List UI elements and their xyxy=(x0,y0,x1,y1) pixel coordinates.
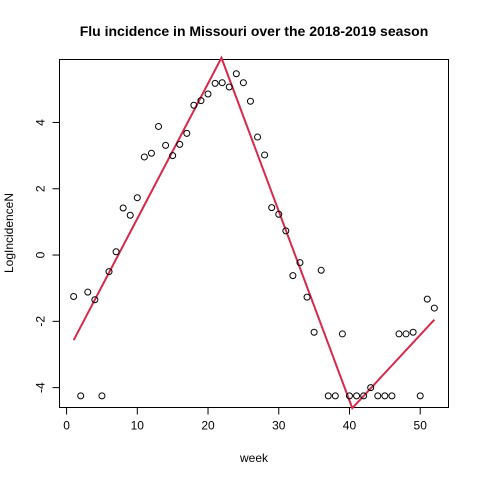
x-axis: 0 10 20 30 40 50 xyxy=(63,407,428,433)
data-point xyxy=(239,79,247,87)
y-tick-label: 4 xyxy=(34,119,48,126)
fit-line-layer xyxy=(72,55,436,411)
y-tick-label: -4 xyxy=(34,382,48,393)
data-point xyxy=(169,152,177,160)
data-point xyxy=(84,288,92,296)
data-point xyxy=(430,304,438,312)
y-tick-label: -2 xyxy=(34,316,48,327)
data-point xyxy=(225,83,233,91)
data-point xyxy=(105,268,113,276)
data-point xyxy=(268,204,276,212)
data-point xyxy=(183,129,191,137)
data-point xyxy=(317,266,325,274)
data-point xyxy=(155,122,163,130)
data-point xyxy=(409,328,417,336)
x-tick-label: 40 xyxy=(343,419,357,433)
data-point xyxy=(381,392,389,400)
chart-title: Flu incidence in Missouri over the 2018-… xyxy=(80,23,429,39)
data-point xyxy=(388,392,396,400)
data-point xyxy=(133,194,141,202)
data-point xyxy=(112,248,120,256)
data-point xyxy=(423,295,431,303)
fit-line xyxy=(72,55,436,411)
data-point xyxy=(232,70,240,78)
data-point xyxy=(416,392,424,400)
data-point xyxy=(275,210,283,218)
data-point xyxy=(254,133,262,141)
x-axis-label: week xyxy=(239,451,269,465)
data-point xyxy=(70,292,78,300)
data-point xyxy=(289,272,297,280)
data-point xyxy=(310,328,318,336)
data-point xyxy=(147,149,155,157)
data-points xyxy=(70,70,438,400)
x-tick-label: 50 xyxy=(414,419,428,433)
data-point xyxy=(360,392,368,400)
data-point xyxy=(190,101,198,109)
data-point xyxy=(303,293,311,301)
y-axis: -4 -2 0 2 4 xyxy=(34,119,60,393)
data-point xyxy=(218,79,226,87)
y-tick-label: 2 xyxy=(34,185,48,192)
data-point xyxy=(296,259,304,267)
data-point xyxy=(374,392,382,400)
data-point xyxy=(77,392,85,400)
y-tick-label: 0 xyxy=(34,251,48,258)
data-point xyxy=(338,330,346,338)
data-point xyxy=(211,79,219,87)
data-point xyxy=(197,97,205,105)
x-tick-label: 10 xyxy=(131,419,145,433)
data-point xyxy=(246,97,254,105)
data-point xyxy=(395,330,403,338)
data-point xyxy=(119,204,127,212)
data-point xyxy=(261,151,269,159)
x-tick-label: 0 xyxy=(63,419,70,433)
data-point xyxy=(367,384,375,392)
data-point xyxy=(204,90,212,98)
x-tick-label: 30 xyxy=(272,419,286,433)
data-point xyxy=(345,392,353,400)
x-tick-label: 20 xyxy=(201,419,215,433)
data-point xyxy=(324,392,332,400)
y-axis-label: LogIncidenceN xyxy=(2,193,16,273)
data-point xyxy=(91,296,99,304)
data-point xyxy=(353,392,361,400)
data-point xyxy=(331,392,339,400)
data-point xyxy=(402,330,410,338)
data-point xyxy=(176,140,184,148)
data-point xyxy=(98,392,106,400)
plot-frame xyxy=(59,59,449,408)
data-point xyxy=(162,141,170,149)
data-point xyxy=(140,153,148,161)
data-point xyxy=(282,227,290,235)
data-point xyxy=(126,211,134,219)
